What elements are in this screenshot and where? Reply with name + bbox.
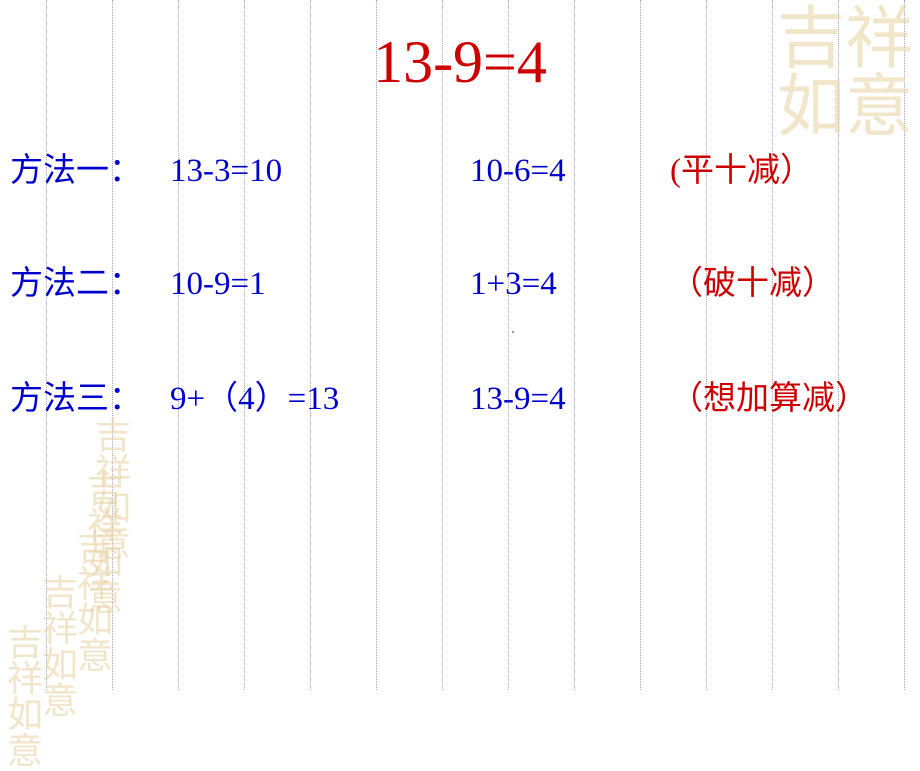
method-eq1: 10-9=1 [170, 265, 470, 305]
watermark-small: 吉祥如意 [40, 575, 80, 719]
method-eq2: 1+3=4 [470, 265, 670, 305]
center-dot: · [510, 322, 516, 343]
method-row-2: 方法二：10-9=11+3=4（破十减） [10, 265, 910, 305]
watermark-small: 吉祥如意 [5, 625, 45, 769]
method-eq1: 9+（4）=13 [170, 380, 470, 420]
method-label: 方法二： [10, 265, 170, 305]
method-note: (平十减） [670, 152, 813, 192]
watermark-small: 吉祥如意 [93, 418, 133, 562]
method-note: （想加算减） [670, 380, 868, 420]
method-eq2: 13-9=4 [470, 380, 670, 420]
method-eq1: 13-3=10 [170, 152, 470, 192]
grid-background [0, 0, 920, 690]
watermark-small: 吉祥如意 [75, 530, 115, 674]
method-label: 方法三： [10, 380, 170, 420]
method-eq2: 10-6=4 [470, 152, 670, 192]
method-row-1: 方法一：13-3=1010-6=4(平十减） [10, 152, 910, 192]
method-label: 方法一： [10, 152, 170, 192]
equation-title: 13-9=4 [0, 28, 920, 97]
method-row-3: 方法三：9+（4）=1313-9=4（想加算减） [10, 380, 910, 420]
method-note: （破十减） [670, 265, 835, 305]
watermark-small: 吉祥如意 [85, 472, 125, 616]
